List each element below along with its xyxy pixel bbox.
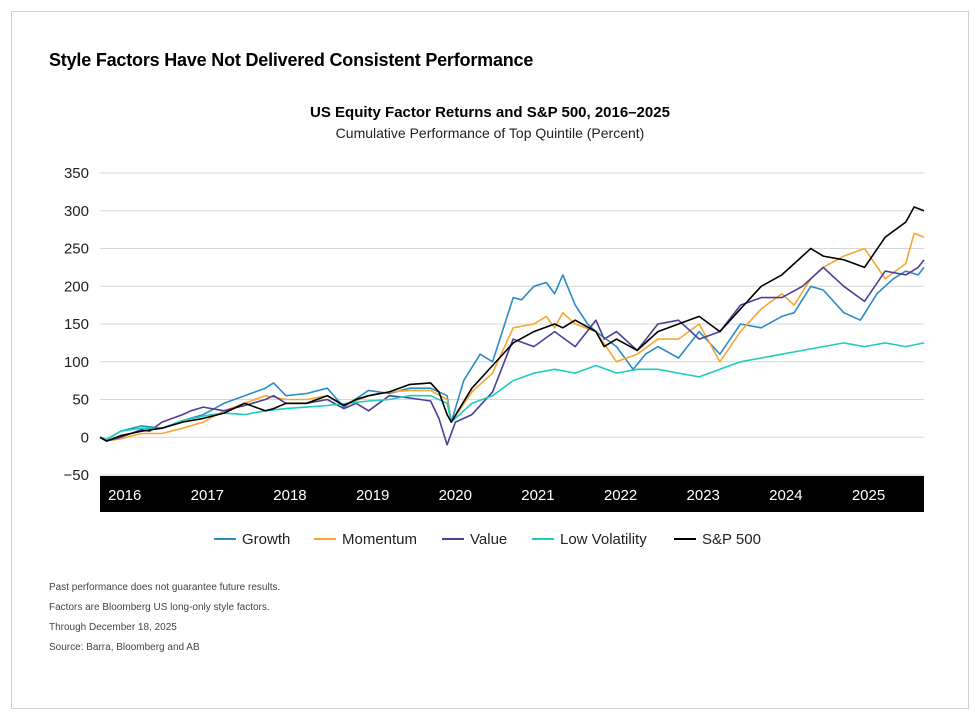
footnotes: Past performance does not guarantee futu… (49, 578, 280, 658)
x-tick-label: 2025 (852, 487, 885, 504)
footnote-factor-definition: Factors are Bloomberg US long-only style… (49, 602, 270, 613)
y-tick-label: 150 (64, 316, 89, 333)
x-tick-label: 2019 (356, 487, 389, 504)
footnote-source: Source: Barra, Bloomberg and AB (49, 642, 200, 653)
chart-subtitle: Cumulative Performance of Top Quintile (… (335, 125, 645, 141)
x-tick-label: 2020 (439, 487, 472, 504)
x-tick-label: 2024 (769, 487, 802, 504)
legend-label-momentum: Momentum (342, 531, 417, 548)
x-tick-label: 2016 (108, 487, 141, 504)
legend-label-s-p-500: S&P 500 (702, 531, 761, 548)
x-axis-band (100, 476, 924, 512)
y-tick-label: 350 (64, 165, 89, 182)
y-tick-label: 50 (72, 392, 89, 409)
footnote-date: Through December 18, 2025 (49, 622, 177, 633)
y-tick-label: 100 (64, 354, 89, 371)
y-tick-label: 300 (64, 203, 89, 220)
y-tick-label: −50 (64, 467, 89, 484)
footnote-disclaimer: Past performance does not guarantee futu… (49, 582, 281, 593)
chart-title: US Equity Factor Returns and S&P 500, 20… (310, 104, 670, 121)
legend-label-value: Value (470, 531, 507, 548)
x-tick-label: 2022 (604, 487, 637, 504)
y-tick-label: 0 (81, 429, 89, 446)
x-tick-label: 2023 (687, 487, 720, 504)
legend-label-growth: Growth (242, 531, 290, 548)
x-tick-label: 2018 (273, 487, 306, 504)
headline: Style Factors Have Not Delivered Consist… (49, 50, 534, 70)
series-line-s-p-500 (99, 206, 925, 442)
y-tick-label: 200 (64, 278, 89, 295)
series-line-low-volatility (99, 342, 925, 441)
x-tick-label: 2017 (191, 487, 224, 504)
series-line-momentum (99, 232, 925, 442)
y-tick-label: 250 (64, 241, 89, 258)
series-line-value (99, 259, 925, 446)
legend-label-low-volatility: Low Volatility (560, 531, 647, 548)
series-line-growth (99, 266, 925, 441)
x-tick-label: 2021 (521, 487, 554, 504)
